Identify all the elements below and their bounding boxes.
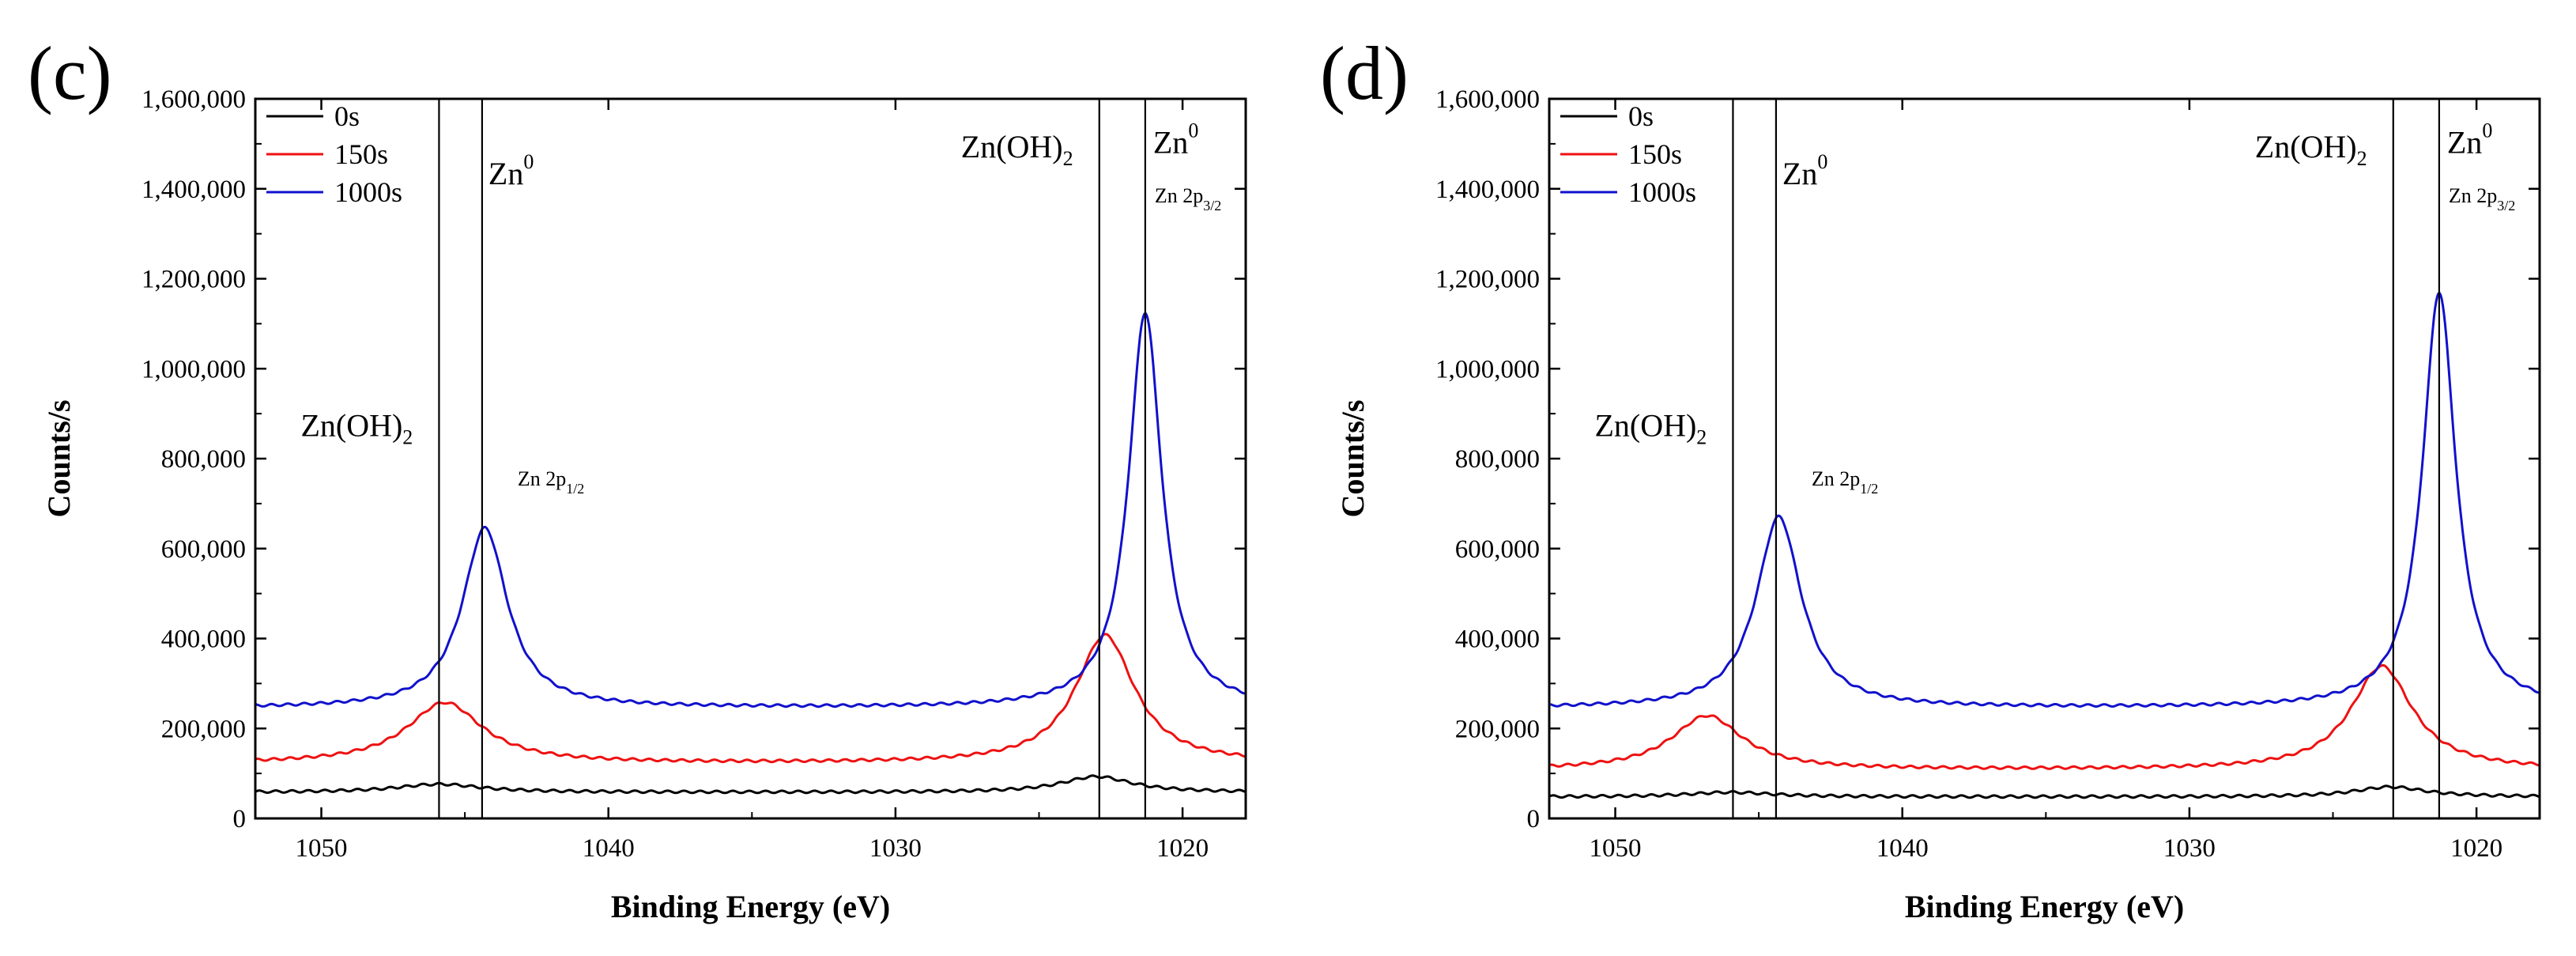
annotation-main: Zn 2p [1812, 467, 1860, 490]
annotation-subscript: 1/2 [1860, 481, 1878, 497]
y-tick-label: 800,000 [1455, 445, 1540, 474]
y-tick-label: 1,000,000 [141, 355, 246, 384]
series-line-1000s [255, 312, 1246, 708]
y-tick-label: 1,600,000 [141, 85, 246, 114]
legend-label: 0s [1628, 100, 1654, 132]
annotation-main: Zn(OH) [2255, 129, 2357, 164]
annotation-superscript: 0 [1188, 119, 1198, 142]
panel-d: (d) 0 200,000 400,000 600,000 800,000 1,000,00… [1320, 31, 2541, 924]
annotation-subscript: 1/2 [566, 481, 584, 497]
annotation-superscript: 0 [1817, 150, 1827, 173]
plot-frame [1548, 97, 2541, 820]
y-axis-title: Counts/s [1335, 400, 1371, 518]
annotation-main: Zn(OH) [300, 408, 402, 444]
y-axis-title: Counts/s [41, 400, 77, 518]
annotation-subscript: 3/2 [2497, 198, 2515, 213]
legend-label: 0s [334, 100, 360, 132]
annotation-label: Zn(OH)2 [961, 129, 1073, 170]
y-tick-label: 400,000 [161, 625, 246, 654]
panel-label: (c) [28, 31, 112, 115]
annotation-label: Zn 2p3/2 [1155, 184, 1221, 213]
y-tick-label: 200,000 [1455, 715, 1540, 743]
legend-label: 150s [334, 138, 388, 170]
panel-c: (c) 0 200,000 400,000 600,000 800,000 1,000,00… [28, 31, 1247, 924]
x-tick-label: 1040 [583, 834, 635, 863]
annotation-main: Zn [1782, 156, 1817, 191]
y-tick-label: 0 [1527, 805, 1541, 833]
annotation-subscript: 2 [1063, 147, 1073, 170]
annotation-label: Zn 2p1/2 [1812, 467, 1878, 497]
y-tick-label: 1,200,000 [141, 266, 246, 294]
annotation-main: Zn 2p [1155, 184, 1203, 207]
y-tick-label: 0 [233, 805, 247, 833]
series-line-1000s [1549, 291, 2540, 708]
y-tick-label: 600,000 [161, 535, 246, 564]
y-tick-label: 1,400,000 [1435, 176, 1540, 204]
annotation-label: Zn0 [1782, 150, 1827, 191]
panel-label: (d) [1320, 31, 1409, 115]
annotation-superscript: 0 [2482, 119, 2492, 142]
annotation-main: Zn 2p [2449, 184, 2497, 207]
annotation-label: Zn0 [488, 150, 534, 191]
annotation-label: Zn 2p3/2 [2449, 184, 2515, 213]
y-tick-label: 1,400,000 [141, 176, 246, 204]
annotation-label: Zn0 [1153, 119, 1198, 160]
annotation-main: Zn [1153, 124, 1188, 160]
legend-label: 150s [1628, 138, 1682, 170]
x-tick-label: 1020 [1156, 834, 1209, 863]
x-tick-label: 1030 [869, 834, 922, 863]
y-tick-label: 600,000 [1455, 535, 1540, 564]
series-line-150s [1549, 663, 2540, 770]
annotation-label: Zn(OH)2 [2255, 129, 2367, 170]
y-tick-label: 1,000,000 [1435, 355, 1540, 384]
annotation-label: Zn(OH)2 [1594, 408, 1707, 449]
annotation-subscript: 2 [2357, 147, 2367, 170]
annotation-subscript: 3/2 [1203, 198, 1221, 213]
y-tick-label: 400,000 [1455, 625, 1540, 654]
annotation-label: Zn0 [2447, 119, 2492, 160]
annotation-subscript: 2 [402, 426, 413, 449]
series-line-0s [255, 774, 1246, 795]
x-axis-title: Binding Energy (eV) [611, 889, 890, 924]
y-tick-label: 200,000 [161, 715, 246, 743]
series-line-150s [255, 633, 1246, 764]
legend-label: 1000s [334, 176, 402, 208]
plot-frame [254, 97, 1247, 820]
annotation-main: Zn(OH) [1594, 408, 1696, 444]
legend-label: 1000s [1628, 176, 1696, 208]
y-tick-label: 1,600,000 [1435, 85, 1540, 114]
y-tick-label: 800,000 [161, 445, 246, 474]
x-axis-title: Binding Energy (eV) [1905, 889, 2184, 924]
annotation-superscript: 0 [523, 150, 534, 173]
annotation-main: Zn 2p [518, 467, 566, 490]
annotation-label: Zn(OH)2 [300, 408, 413, 449]
annotation-label: Zn 2p1/2 [518, 467, 584, 497]
x-tick-label: 1040 [1876, 834, 1929, 863]
series-line-0s [1549, 784, 2540, 799]
annotation-subscript: 2 [1696, 426, 1707, 449]
x-tick-label: 1020 [2450, 834, 2502, 863]
x-tick-label: 1050 [1590, 834, 1642, 863]
x-tick-label: 1030 [2163, 834, 2216, 863]
y-tick-label: 1,200,000 [1435, 266, 1540, 294]
annotation-main: Zn [2447, 124, 2482, 160]
annotation-main: Zn(OH) [961, 129, 1063, 164]
annotation-main: Zn [488, 156, 523, 191]
x-tick-label: 1050 [296, 834, 348, 863]
